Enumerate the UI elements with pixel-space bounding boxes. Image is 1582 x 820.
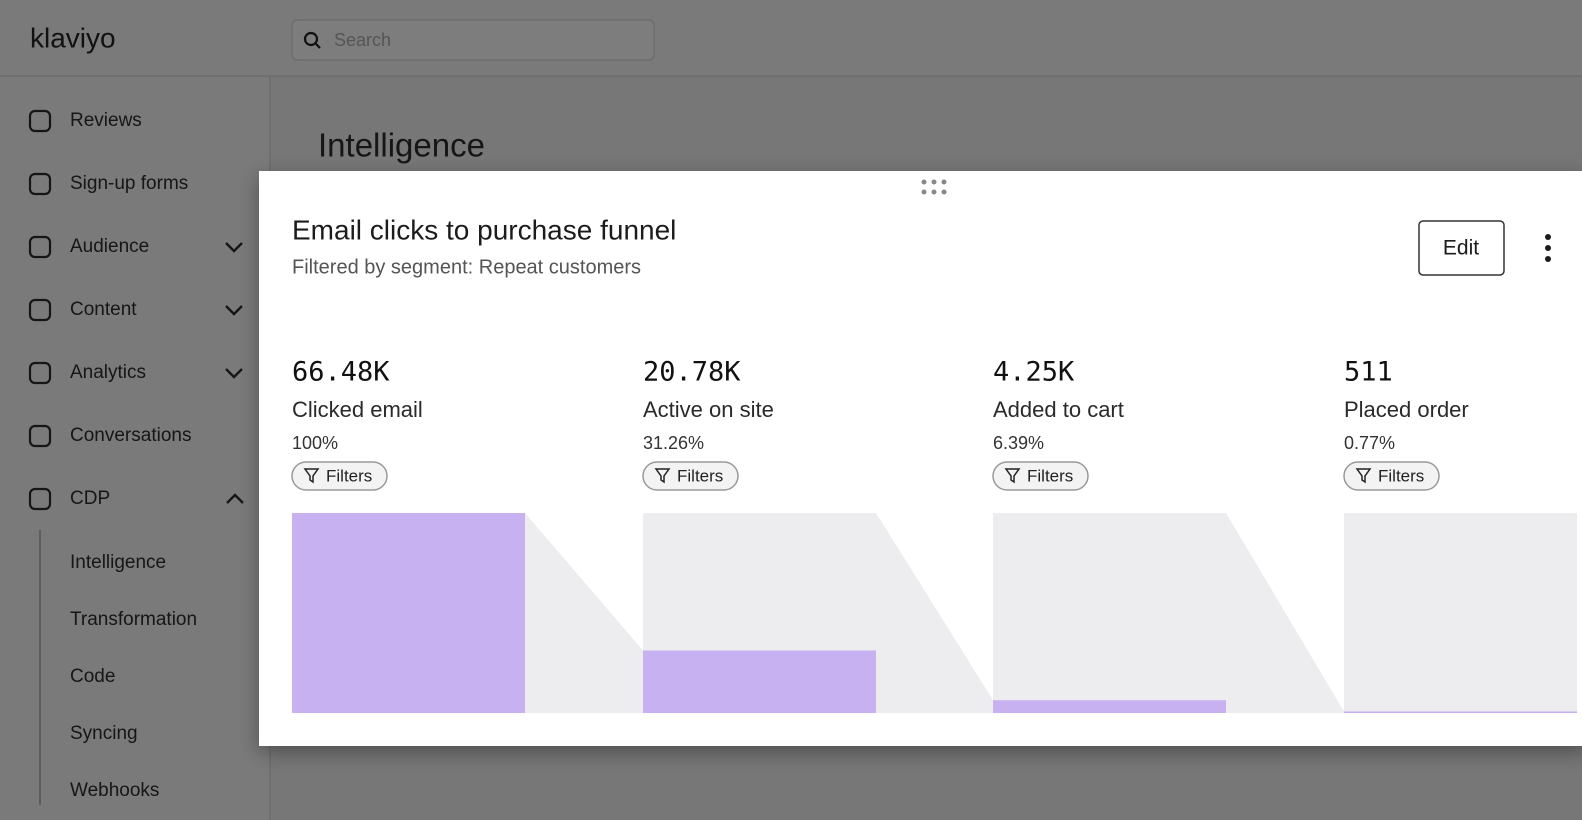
filter-label: Filters bbox=[1378, 466, 1424, 485]
nav-icon bbox=[28, 298, 52, 322]
search-icon bbox=[314, 42, 321, 49]
step-count: 4.25K bbox=[993, 357, 1075, 388]
step-name: Clicked email bbox=[292, 397, 423, 422]
step-percent: 31.26% bbox=[643, 433, 704, 453]
drag-handle[interactable] bbox=[921, 179, 947, 195]
filter-icon bbox=[303, 468, 320, 484]
step-name: Placed order bbox=[1344, 397, 1469, 422]
filter-icon bbox=[654, 468, 671, 484]
step-name: Active on site bbox=[643, 397, 774, 422]
bar-track bbox=[993, 513, 1226, 713]
filter-label: Filters bbox=[677, 466, 723, 485]
nav-sub-item[interactable]: Webhooks bbox=[70, 780, 159, 801]
nav-item[interactable]: CDP bbox=[70, 488, 110, 509]
nav-icon bbox=[28, 361, 52, 385]
nav-icon bbox=[28, 235, 52, 259]
funnel-connector bbox=[876, 513, 993, 713]
chart-subtitle: Filtered by segment: Repeat customers bbox=[292, 256, 641, 278]
filter-icon bbox=[1355, 468, 1372, 484]
chevron bbox=[226, 493, 244, 504]
bar-track bbox=[1344, 513, 1577, 713]
nav-item[interactable]: Audience bbox=[70, 236, 149, 257]
chevron bbox=[225, 242, 243, 253]
nav-item[interactable]: Reviews bbox=[70, 110, 142, 131]
nav-item[interactable]: Content bbox=[70, 299, 137, 320]
step-name: Added to cart bbox=[993, 397, 1124, 422]
nav-item[interactable]: Analytics bbox=[70, 362, 146, 383]
bar bbox=[643, 650, 876, 713]
nav-icon bbox=[28, 172, 52, 196]
filter-label: Filters bbox=[326, 466, 372, 485]
sidebar bbox=[0, 77, 270, 820]
step-count: 511 bbox=[1344, 357, 1393, 388]
nav-icon bbox=[28, 109, 52, 133]
funnel-connector bbox=[1226, 513, 1344, 713]
search-icon bbox=[303, 31, 319, 47]
nav-sub-item[interactable]: Code bbox=[70, 666, 115, 687]
search-box[interactable] bbox=[291, 19, 655, 61]
filter-label: Filters bbox=[1027, 466, 1073, 485]
nav-item[interactable]: Conversations bbox=[70, 425, 191, 446]
nav-item[interactable]: Sign-up forms bbox=[70, 173, 188, 194]
nav-sub-item[interactable]: Transformation bbox=[70, 609, 197, 630]
step-percent: 0.77% bbox=[1344, 433, 1395, 453]
step-count: 20.78K bbox=[643, 357, 741, 388]
logo[interactable]: klaviyo bbox=[30, 22, 116, 53]
edit-button-label: Edit bbox=[1443, 237, 1479, 260]
nav-icon bbox=[28, 424, 52, 448]
step-percent: 6.39% bbox=[993, 433, 1044, 453]
top-bar bbox=[0, 0, 1582, 76]
bar bbox=[292, 513, 525, 713]
nav-sub-item[interactable]: Syncing bbox=[70, 723, 138, 744]
filter-icon bbox=[1004, 468, 1021, 484]
chevron bbox=[225, 368, 243, 379]
nav-sub-item[interactable]: Intelligence bbox=[70, 552, 166, 573]
search-placeholder: Search bbox=[334, 30, 391, 50]
chevron bbox=[225, 305, 243, 316]
bar bbox=[1344, 711, 1577, 713]
chart-title: Email clicks to purchase funnel bbox=[292, 214, 676, 245]
step-count: 66.48K bbox=[292, 357, 390, 388]
nav-icon bbox=[28, 487, 52, 511]
funnel-connector bbox=[525, 513, 643, 713]
edit-button[interactable] bbox=[1418, 220, 1505, 276]
more-menu[interactable] bbox=[1545, 234, 1551, 262]
step-percent: 100% bbox=[292, 433, 338, 453]
page-title: Intelligence bbox=[318, 127, 485, 164]
bar bbox=[993, 700, 1226, 713]
